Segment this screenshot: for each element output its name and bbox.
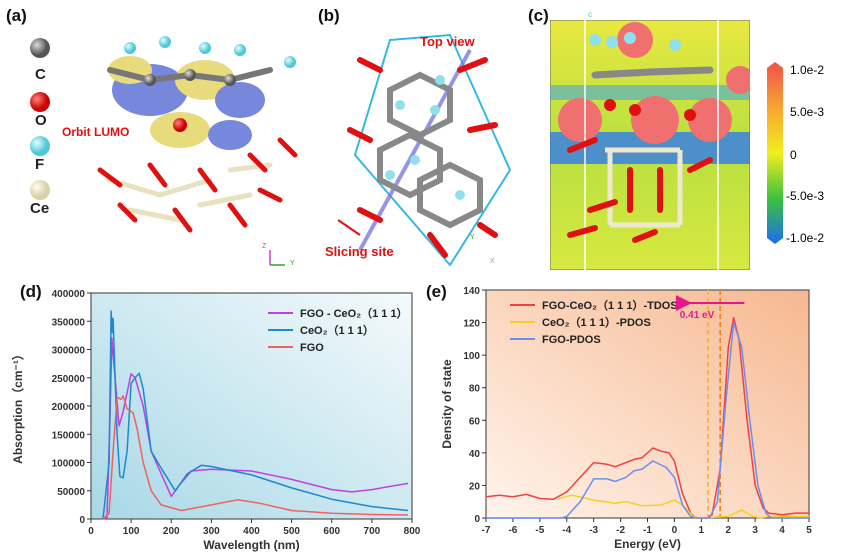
atom-label-f: F [35,156,45,173]
y-tick-label: 250000 [52,374,86,385]
fluorine-atom-icon [30,136,50,156]
y-tick-label: 200000 [52,402,86,413]
series-line-1 [102,310,409,520]
lumo-orbital-lobes [108,56,265,150]
axis-triad-icon [269,250,285,266]
x-tick-label: 0 [88,526,94,537]
x-tick-label: -7 [482,525,491,536]
y-tick-label: 0 [474,514,480,525]
y-tick-label: 0 [79,515,85,526]
legend-entry: FGO - CeO₂（1 1 1） [300,307,408,320]
x-tick-label: 300 [203,526,220,537]
series-line-2 [486,321,809,519]
y-tick-label: 300000 [52,346,86,357]
fgo-atoms [124,36,296,132]
x-tick-label: -1 [643,525,652,536]
colorbar-tick: -5.0e-3 [786,189,825,203]
orbit-lumo-annotation: Orbit LUMO [62,125,130,139]
absorption-chart: 0 100 200 300 400 500 600 700 800 0 50000 100000 150… [10,289,421,552]
x-tick-label: 500 [283,526,300,537]
x-tick-label: 200 [163,526,180,537]
x-tick-label: 4 [779,525,785,536]
oxygen-atom-icon [30,92,50,112]
y-axis-label: Density of state [440,359,454,449]
y-tick-label: 100 [463,351,480,362]
axis-label-z: Z [262,243,267,250]
y-tick-label: 50000 [57,487,85,498]
y-tick-label: 80 [469,384,481,395]
colorbar-tick: 0 [790,148,797,162]
x-tick-label: -2 [616,525,625,536]
colorbar-tick: 1.0e-2 [790,63,825,77]
panel-label-d: (d) [20,282,42,301]
series-line-0 [485,316,809,519]
cerium-atom-icon [30,180,50,200]
y-tick-label: 150000 [52,430,86,441]
legend-entry: CeO₂（1 1 1） [300,324,374,337]
colorbar-tick: 5.0e-3 [790,105,825,119]
panel-label-e: (e) [426,282,447,301]
slicing-site-annotation: Slicing site [325,244,394,259]
slicing-site-arrow [337,219,361,236]
x-axis-label: Wavelength (nm) [203,538,299,552]
atom-label-ce: Ce [30,200,50,217]
x-tick-label: -6 [508,525,517,536]
y-axis-label: Absorption（cm⁻¹） [10,348,25,464]
atom-label-o: O [35,112,47,129]
legend-entry: FGO [300,342,324,354]
y-tick-label: 20 [469,481,481,492]
panel-a-structure [30,36,298,266]
x-tick-label: 800 [404,526,421,537]
shift-annotation: 0.41 eV [680,310,715,321]
x-tick-label: 5 [806,525,812,536]
x-tick-label: 400 [243,526,260,537]
y-tick-label: 140 [463,286,480,297]
dos-chart: -7 -6 -5 -4 -3 -2 -1 0 1 2 3 4 5 0 20 40 60 80 100 120 140 En… [440,286,812,551]
axis-label-x-b: X [490,258,495,265]
y-tick-label: 400000 [52,289,86,300]
carbon-atom-icon [30,38,50,58]
y-tick-label: 120 [463,319,480,330]
plot-area [90,292,413,520]
y-tick-label: 40 [469,449,481,460]
x-tick-label: 3 [752,525,758,536]
x-tick-label: -4 [562,525,571,536]
panel-b-structure [337,33,512,267]
x-tick-label: 700 [364,526,381,537]
legend-entry: CeO₂（1 1 1）-PDOS [542,316,651,329]
y-tick-label: 350000 [52,317,86,328]
x-tick-label: -5 [535,525,544,536]
series-line-2 [102,395,409,520]
x-tick-label: -3 [589,525,598,536]
x-tick-label: 100 [123,526,140,537]
y-tick-label: 100000 [52,459,86,470]
fgo-molecule [107,67,273,83]
axis-label-c: c [588,10,592,19]
axis-label-y-b: Y [470,234,475,241]
x-tick-label: 600 [323,526,340,537]
colorbar-tick: -1.0e-2 [786,231,825,245]
atom-label-c: C [35,66,46,83]
colorbar [767,62,783,244]
legend-entry: FGO-CeO₂（1 1 1）-TDOS [542,299,678,312]
charge-density-map [550,20,750,270]
y-tick-label: 60 [469,416,481,427]
panel-label-c: (c) [528,6,549,25]
top-view-annotation: Top view [420,34,475,49]
legend-entry: FGO-PDOS [542,334,601,346]
x-tick-label: 2 [725,525,731,536]
axis-label-y: Y [290,260,295,267]
panel-label-a: (a) [6,6,27,25]
x-tick-label: 0 [672,525,678,536]
ceo2-slab [97,137,298,233]
x-axis-label: Energy (eV) [614,537,681,551]
x-tick-label: 1 [699,525,705,536]
panel-label-b: (b) [318,6,340,25]
